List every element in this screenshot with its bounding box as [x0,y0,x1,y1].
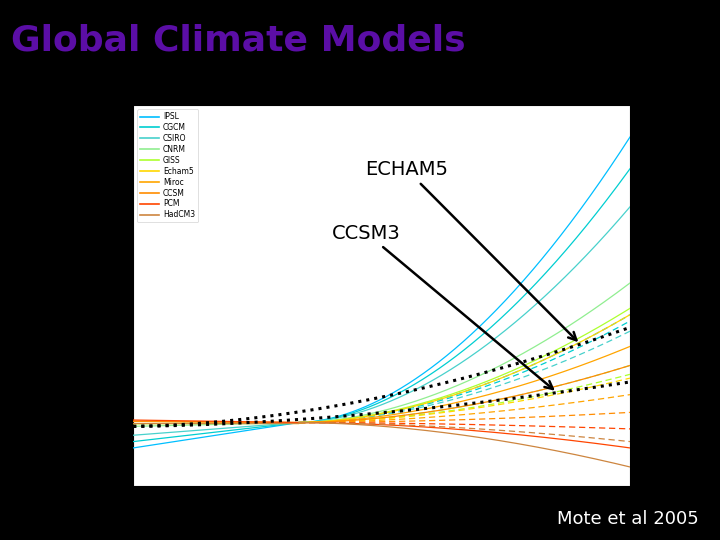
Text: ECHAM5: ECHAM5 [365,160,577,340]
Title: Change in precipitation: Change in precipitation [308,90,455,103]
Text: CCSM3: CCSM3 [332,224,553,389]
Text: Global Climate Models: Global Climate Models [11,23,465,57]
Y-axis label: %: % [99,286,109,295]
Legend: IPSL, CGCM, CSIRO, CNRM, GISS, Echam5, Miroc, CCSM, PCM, HadCM3: IPSL, CGCM, CSIRO, CNRM, GISS, Echam5, M… [137,109,198,222]
Text: Mote et al 2005: Mote et al 2005 [557,510,698,528]
